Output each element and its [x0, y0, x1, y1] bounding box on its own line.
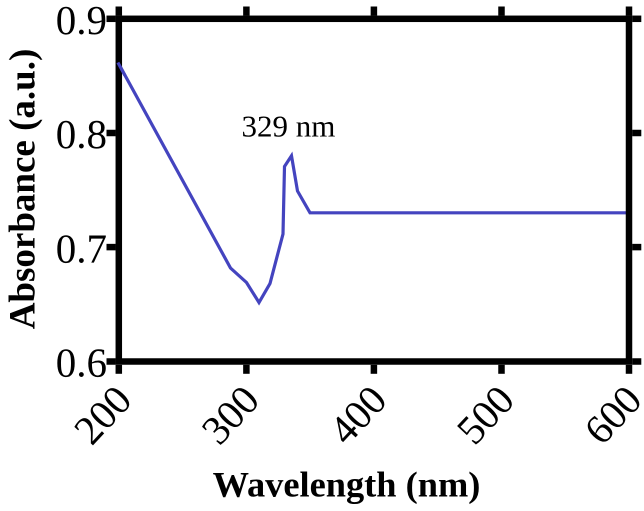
svg-text:329 nm: 329 nm — [242, 109, 336, 144]
svg-text:Absorbance (a.u.): Absorbance (a.u.) — [3, 49, 44, 330]
svg-text:0.8: 0.8 — [56, 111, 107, 157]
svg-text:Wavelength (nm): Wavelength (nm) — [213, 464, 481, 504]
svg-text:0.6: 0.6 — [56, 340, 107, 386]
svg-text:0.9: 0.9 — [56, 0, 107, 43]
svg-text:0.7: 0.7 — [56, 225, 107, 271]
